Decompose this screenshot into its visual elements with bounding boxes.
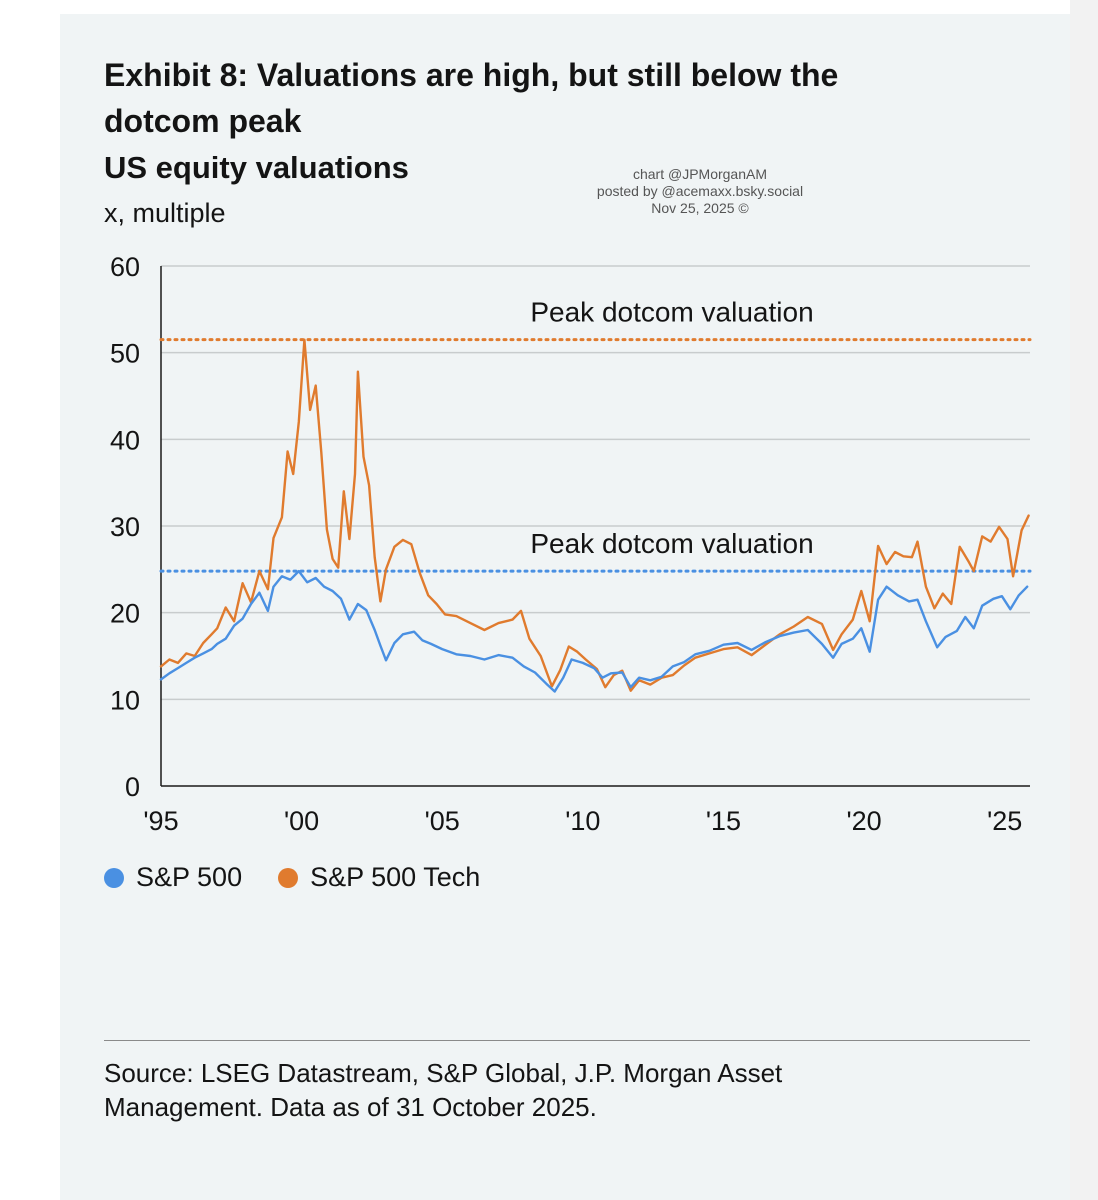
line-chart: 0 10 20 30 40 50 60 '95 '00 '05 '10 '15 '20 '25 Peak d…: [110, 252, 1032, 836]
x-tick-label: '95: [143, 806, 178, 836]
credit-line-2: posted by @acemaxx.bsky.social: [596, 183, 804, 199]
reference-line-label: Peak dotcom valuation: [530, 528, 813, 559]
y-tick-label: 30: [110, 512, 140, 542]
credit-watermark: chart @JPMorganAM posted by @acemaxx.bsk…: [560, 166, 840, 217]
chart-panel: [60, 14, 1070, 1200]
legend-item-sp500: S&P 500: [104, 862, 242, 893]
x-tick-label: '20: [846, 806, 881, 836]
source-note: Source: LSEG Datastream, S&P Global, J.P…: [104, 1058, 783, 1122]
x-tick-label: '15: [706, 806, 741, 836]
y-tick-label: 60: [110, 252, 140, 282]
y-tick-label: 10: [110, 685, 140, 715]
y-axis-unit: x, multiple: [104, 198, 226, 228]
footer-divider: [104, 1040, 1030, 1041]
y-tick-label: 0: [125, 772, 140, 802]
y-tick-label: 40: [110, 425, 140, 455]
x-tick-label: '05: [425, 806, 460, 836]
credit-line-3: Nov 25, 2025 ©: [651, 200, 749, 216]
y-tick-label: 20: [110, 599, 140, 629]
series-line-sp500: [159, 569, 1029, 693]
y-tick-label: 50: [110, 339, 140, 369]
legend-swatch-tech: [278, 867, 299, 888]
chart-subtitle: US equity valuations: [104, 150, 409, 185]
chart-title: Exhibit 8: Valuations are high, but stil…: [104, 57, 839, 139]
x-tick-label: '25: [987, 806, 1022, 836]
series-line-tech: [159, 338, 1030, 692]
chart-legend: S&P 500 S&P 500 Tech: [104, 862, 516, 893]
legend-swatch-sp500: [104, 867, 124, 888]
x-tick-label: '10: [565, 806, 600, 836]
credit-line-1: chart @JPMorganAM: [632, 166, 768, 182]
x-tick-label: '00: [284, 806, 319, 836]
reference-line-label: Peak dotcom valuation: [530, 297, 813, 328]
legend-label-tech: S&P 500 Tech: [310, 862, 481, 892]
legend-label-sp500: S&P 500: [136, 862, 243, 892]
legend-item-tech: S&P 500 Tech: [278, 862, 480, 893]
page-margin: [1070, 0, 1098, 1200]
